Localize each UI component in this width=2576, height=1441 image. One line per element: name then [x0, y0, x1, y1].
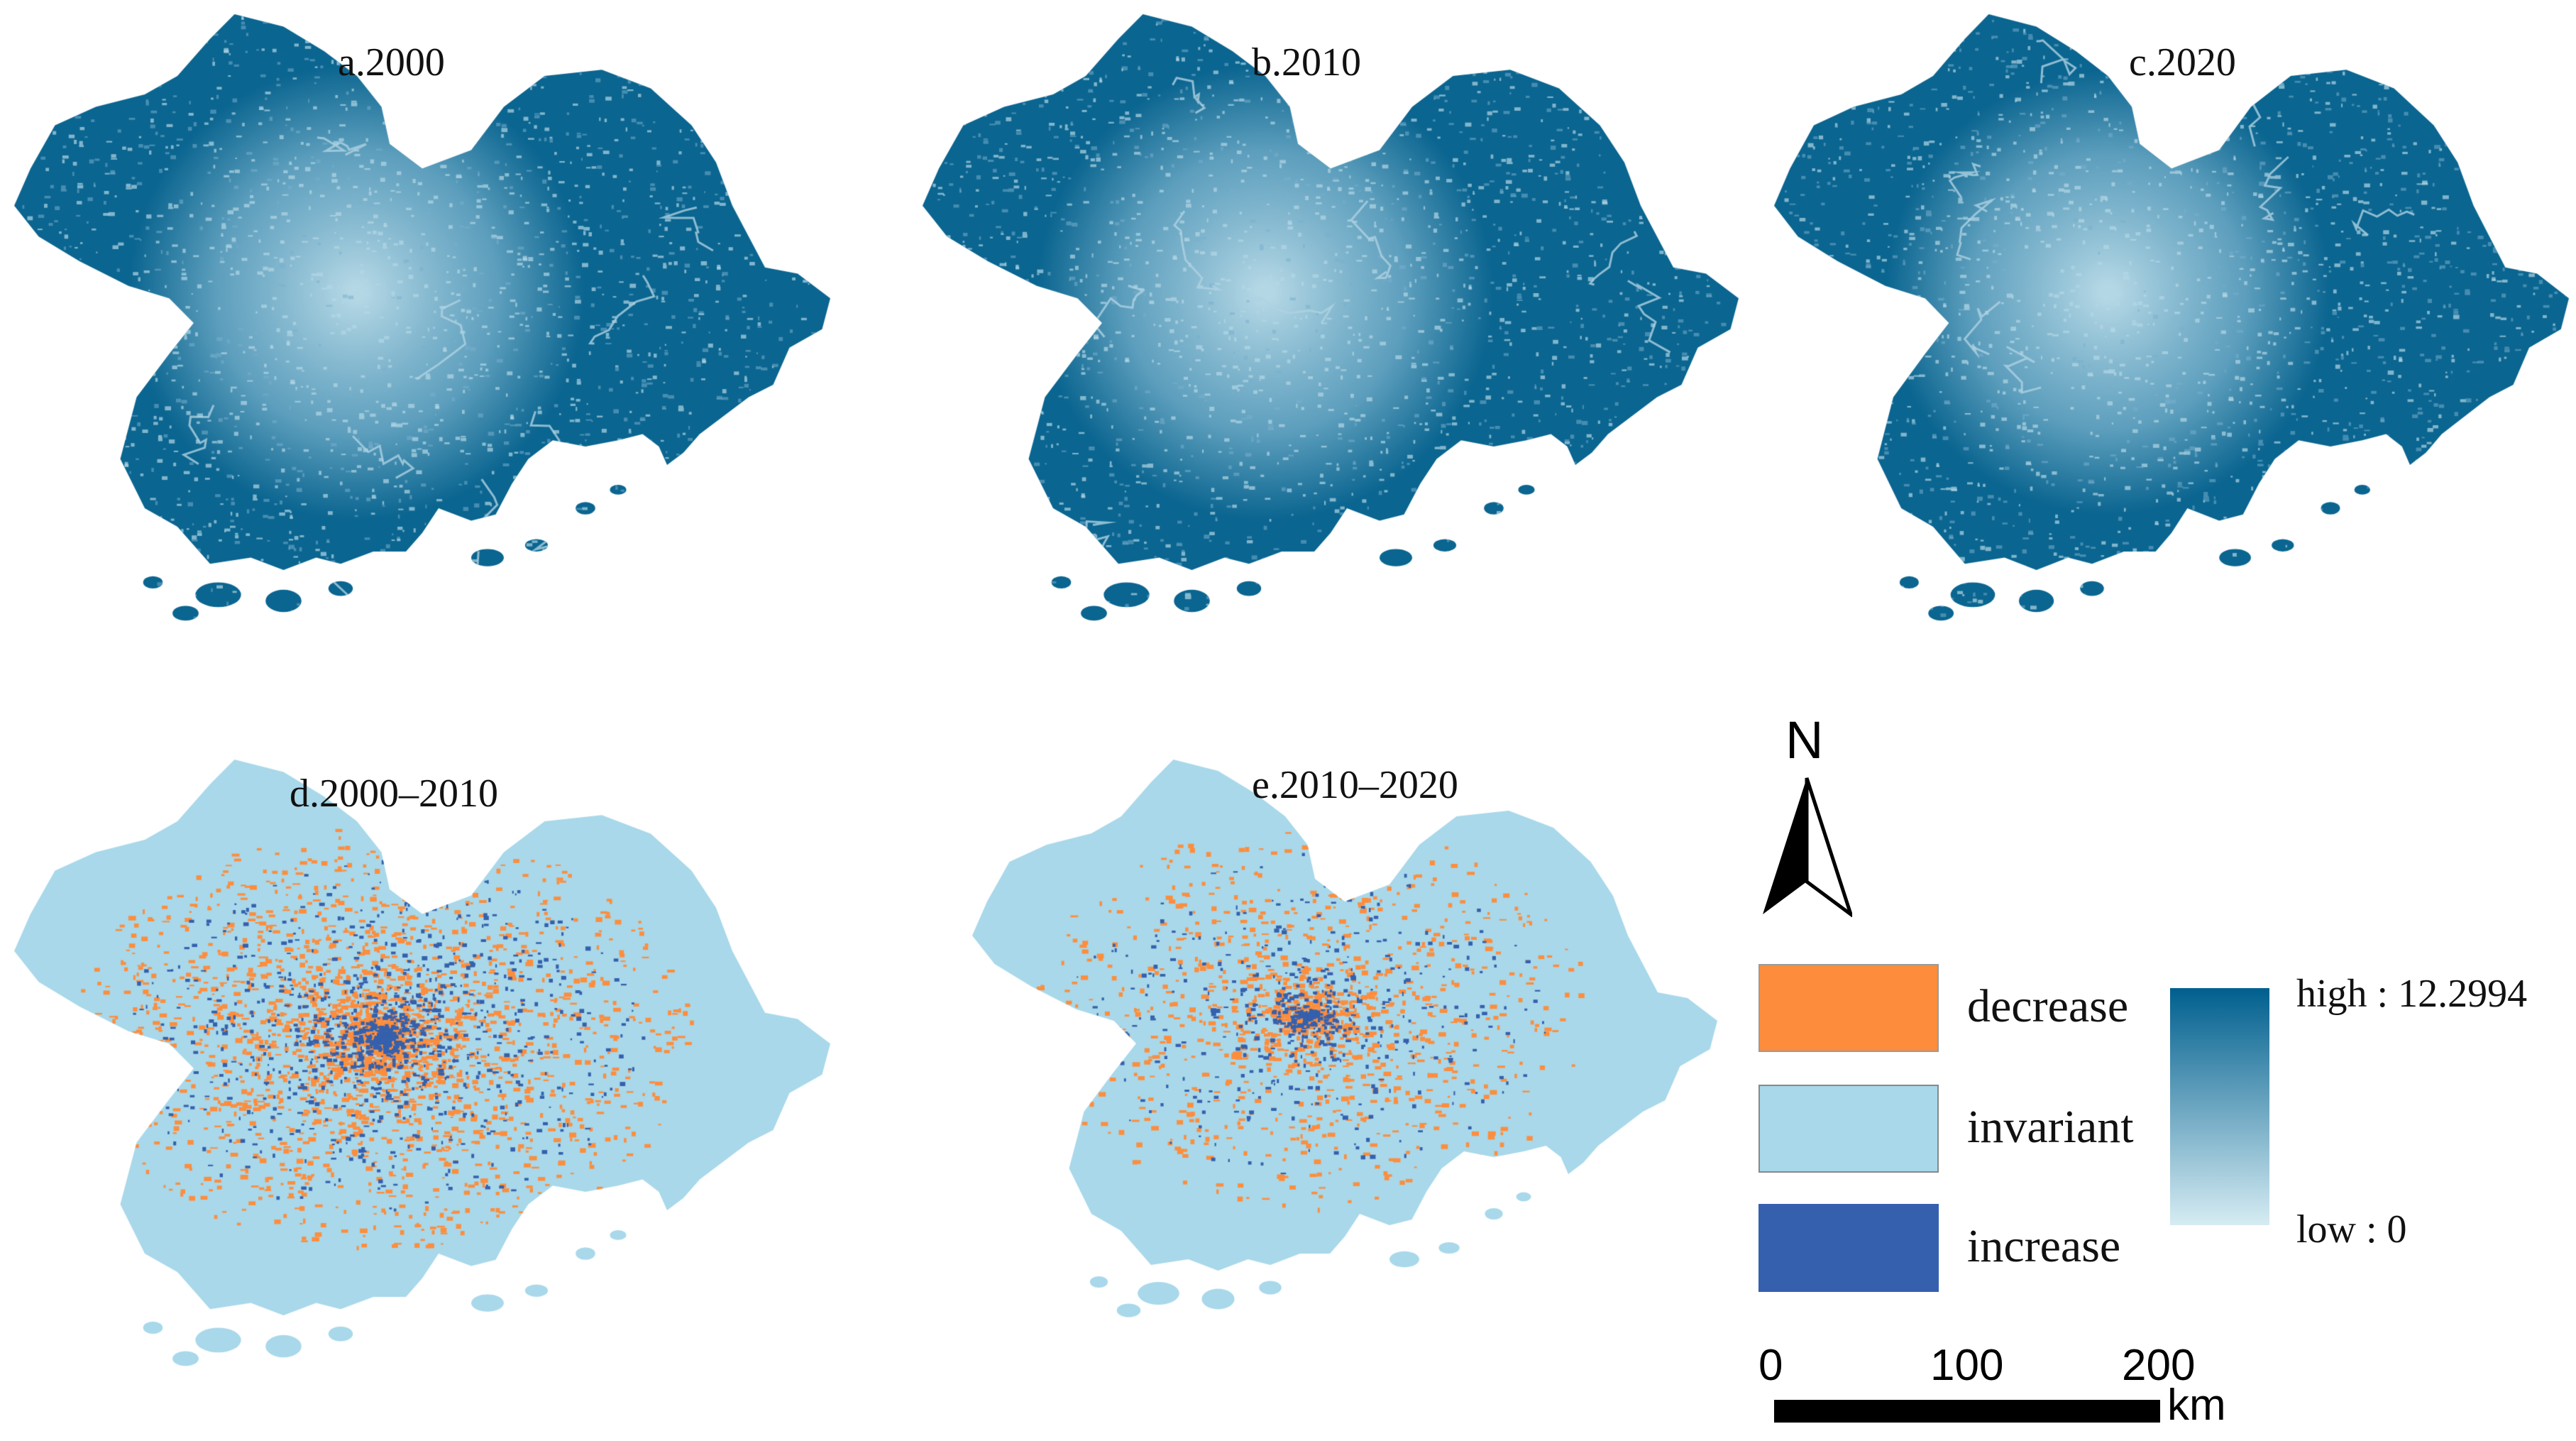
scale-unit: km — [2167, 1381, 2226, 1430]
scale-tick-0: 0 — [1758, 1341, 1783, 1390]
panel-label-a: a.2000 — [338, 40, 445, 84]
north-arrow-icon — [1763, 777, 1852, 917]
panel-label-e: e.2010–2020 — [1252, 763, 1458, 807]
north-label: N — [1785, 711, 1824, 769]
panel-label-b: b.2010 — [1252, 40, 1361, 84]
legend-label-invariant: invariant — [1967, 1101, 2134, 1153]
ramp-high-label: high : 12.2994 — [2296, 972, 2528, 1016]
legend-swatch-increase — [1758, 1204, 1939, 1292]
scale-tick-200: 200 — [2122, 1341, 2196, 1390]
legend-swatch-decrease — [1758, 964, 1939, 1052]
panel-label-c: c.2020 — [2129, 40, 2236, 84]
legend-label-decrease: decrease — [1967, 980, 2129, 1032]
panel-label-d: d.2000–2010 — [290, 772, 498, 816]
scale-tick-100: 100 — [1930, 1341, 2004, 1390]
legend-label-increase: increase — [1967, 1220, 2121, 1272]
legend-color-ramp — [2170, 988, 2269, 1225]
legend-swatch-invariant — [1758, 1085, 1939, 1173]
ramp-low-label: low : 0 — [2296, 1207, 2407, 1251]
scale-bar — [1774, 1400, 2160, 1423]
